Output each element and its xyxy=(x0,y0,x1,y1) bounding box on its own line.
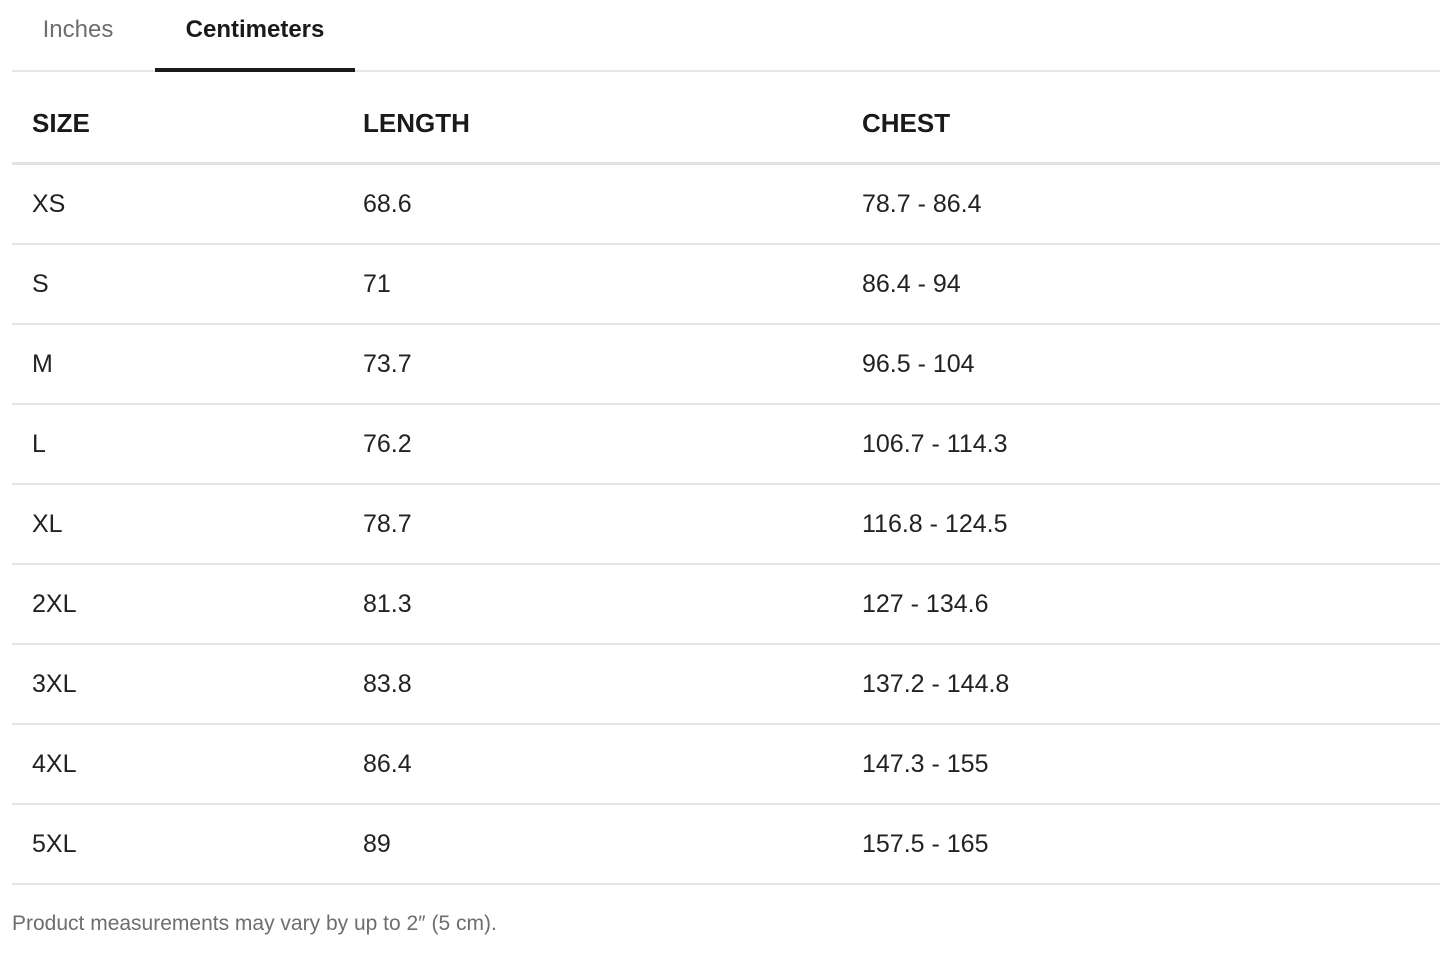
chest-cell: 106.7 - 114.3 xyxy=(862,404,1440,485)
table-row: 4XL 86.4 147.3 - 155 xyxy=(12,724,1440,805)
chest-cell: 137.2 - 144.8 xyxy=(862,644,1440,725)
chest-cell: 78.7 - 86.4 xyxy=(862,163,1440,245)
size-cell: 4XL xyxy=(12,724,363,805)
unit-tabs: Inches Centimeters xyxy=(12,0,1440,72)
table-row: XL 78.7 116.8 - 124.5 xyxy=(12,484,1440,565)
chest-cell: 157.5 - 165 xyxy=(862,804,1440,885)
length-cell: 89 xyxy=(363,804,862,885)
table-header-row: SIZE LENGTH CHEST xyxy=(12,84,1440,165)
table-row: 5XL 89 157.5 - 165 xyxy=(12,804,1440,885)
length-cell: 71 xyxy=(363,244,862,325)
table-row: S 71 86.4 - 94 xyxy=(12,244,1440,325)
size-cell: 5XL xyxy=(12,804,363,885)
active-tab-indicator xyxy=(155,68,355,72)
table-row: M 73.7 96.5 - 104 xyxy=(12,324,1440,405)
chest-cell: 147.3 - 155 xyxy=(862,724,1440,805)
tab-centimeters[interactable]: Centimeters xyxy=(185,16,325,43)
measurement-footnote: Product measurements may vary by up to 2… xyxy=(12,912,497,935)
size-chart-table: SIZE LENGTH CHEST XS 68.6 78.7 - 86.4 S … xyxy=(12,84,1440,885)
header-size: SIZE xyxy=(12,84,363,165)
chest-cell: 96.5 - 104 xyxy=(862,324,1440,405)
size-cell: L xyxy=(12,404,363,485)
chest-cell: 116.8 - 124.5 xyxy=(862,484,1440,565)
size-cell: XL xyxy=(12,484,363,565)
table-row: 3XL 83.8 137.2 - 144.8 xyxy=(12,644,1440,725)
table-row: XS 68.6 78.7 - 86.4 xyxy=(12,163,1440,245)
length-cell: 68.6 xyxy=(363,163,862,245)
size-cell: 3XL xyxy=(12,644,363,725)
header-length: LENGTH xyxy=(363,84,862,165)
tab-inches[interactable]: Inches xyxy=(42,16,114,43)
size-cell: 2XL xyxy=(12,564,363,645)
table-row: 2XL 81.3 127 - 134.6 xyxy=(12,564,1440,645)
chest-cell: 86.4 - 94 xyxy=(862,244,1440,325)
table-row: L 76.2 106.7 - 114.3 xyxy=(12,404,1440,485)
length-cell: 78.7 xyxy=(363,484,862,565)
header-chest: CHEST xyxy=(862,84,1440,165)
length-cell: 83.8 xyxy=(363,644,862,725)
length-cell: 73.7 xyxy=(363,324,862,405)
length-cell: 81.3 xyxy=(363,564,862,645)
size-cell: XS xyxy=(12,163,363,245)
size-cell: M xyxy=(12,324,363,405)
length-cell: 86.4 xyxy=(363,724,862,805)
size-cell: S xyxy=(12,244,363,325)
length-cell: 76.2 xyxy=(363,404,862,485)
chest-cell: 127 - 134.6 xyxy=(862,564,1440,645)
